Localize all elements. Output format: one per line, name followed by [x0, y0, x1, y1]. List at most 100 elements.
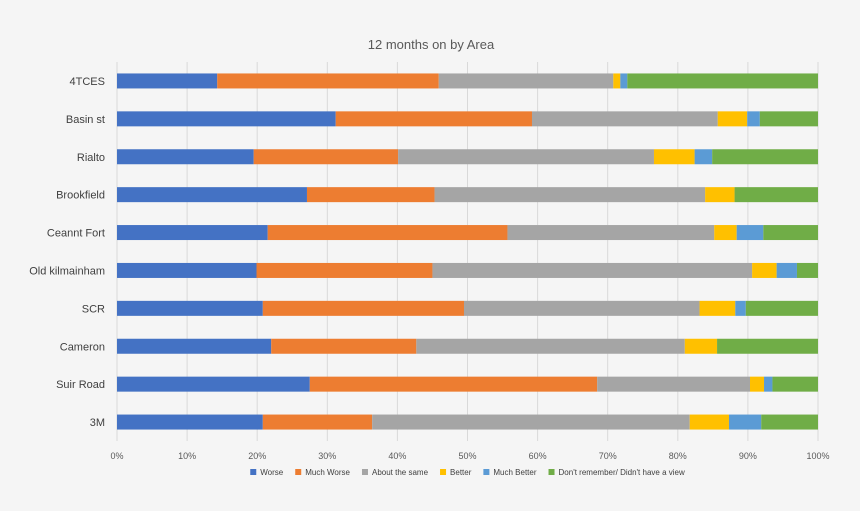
- legend: Worse Much Worse About the same Better Much …: [250, 468, 685, 477]
- x-tick-label: 40%: [388, 451, 406, 461]
- bar-4tces-about-the-same: [438, 73, 614, 89]
- bar-ceannt-fort-much-better: [736, 225, 764, 241]
- category-label: Rialto: [77, 152, 105, 164]
- legend-swatch: [361, 469, 368, 475]
- bar-scr-don-t-remember-didn-t-have-a-view: [745, 300, 818, 316]
- bar-brookfield-much-worse: [306, 187, 435, 203]
- legend-item-much-better: Much Better: [483, 468, 537, 477]
- legend-label: Worse: [260, 468, 284, 477]
- bar-old-kilmainham-worse: [117, 262, 257, 278]
- bar-basin-st-don-t-remember-didn-t-have-a-view: [759, 111, 818, 127]
- x-tick-label: 30%: [318, 451, 336, 461]
- legend-item-much-worse: Much Worse: [295, 468, 351, 477]
- bar-old-kilmainham-about-the-same: [432, 262, 753, 278]
- legend-swatch: [440, 469, 447, 475]
- bar-brookfield-better: [705, 187, 735, 203]
- bar-brookfield-worse: [117, 187, 307, 203]
- legend-swatch: [483, 469, 490, 475]
- bar-rialto-about-the-same: [398, 149, 654, 165]
- x-tick-label: 0%: [110, 451, 123, 461]
- bar-scr-much-worse: [262, 300, 464, 316]
- category-label: SCR: [82, 303, 105, 315]
- bar-rialto-worse: [117, 149, 254, 165]
- bar-rialto-better: [653, 149, 695, 165]
- bar-scr-about-the-same: [463, 300, 700, 316]
- bar-4tces-don-t-remember-didn-t-have-a-view: [627, 73, 818, 89]
- bar-brookfield-don-t-remember-didn-t-have-a-view: [734, 187, 818, 203]
- x-tick-label: 70%: [599, 451, 617, 461]
- bar-old-kilmainham-don-t-remember-didn-t-have-a-view: [796, 262, 818, 278]
- x-tick-labels: 0% 10% 20% 30% 40% 50% 60% 70% 80% 90% 100%: [110, 451, 829, 461]
- x-tick-label: 80%: [669, 451, 687, 461]
- bar-rialto-much-worse: [253, 149, 399, 165]
- bars: [117, 73, 818, 430]
- bar-cameron-much-worse: [271, 338, 417, 354]
- legend-item-about-the-same: About the same: [361, 468, 429, 477]
- bar-3m-don-t-remember-didn-t-have-a-view: [761, 414, 818, 430]
- bar-ceannt-fort-better: [714, 225, 737, 241]
- x-tick-label: 10%: [178, 451, 196, 461]
- bar-3m-better: [689, 414, 729, 430]
- x-tick-label: 50%: [458, 451, 476, 461]
- bar-cameron-don-t-remember-didn-t-have-a-view: [717, 338, 818, 354]
- bar-old-kilmainham-much-better: [776, 262, 797, 278]
- bar-4tces-worse: [117, 73, 218, 89]
- bar-3m-about-the-same: [372, 414, 690, 430]
- bar-rialto-don-t-remember-didn-t-have-a-view: [712, 149, 818, 165]
- bar-scr-much-better: [735, 300, 746, 316]
- legend-item-worse: Worse: [250, 468, 284, 477]
- chart-title: 12 months on by Area: [368, 37, 495, 52]
- x-tick-label: 90%: [739, 451, 757, 461]
- bar-suir-road-about-the-same: [597, 376, 751, 392]
- category-label: Cameron: [60, 341, 105, 353]
- category-label: 3M: [90, 417, 105, 429]
- legend-item-better: Better: [440, 468, 472, 477]
- bar-basin-st-much-worse: [335, 111, 532, 127]
- legend-swatch: [548, 469, 555, 475]
- bar-4tces-much-better: [620, 73, 628, 89]
- bar-suir-road-much-better: [764, 376, 773, 392]
- bar-basin-st-much-better: [747, 111, 760, 127]
- bar-old-kilmainham-much-worse: [256, 262, 433, 278]
- legend-label: Much Worse: [305, 468, 350, 477]
- bar-scr-worse: [117, 300, 263, 316]
- bar-suir-road-better: [750, 376, 765, 392]
- bar-3m-much-worse: [262, 414, 373, 430]
- category-label: Ceannt Fort: [47, 228, 105, 240]
- bar-old-kilmainham-better: [752, 262, 777, 278]
- bar-4tces-much-worse: [217, 73, 439, 89]
- x-tick-label: 100%: [806, 451, 829, 461]
- category-label: Old kilmainham: [29, 265, 105, 277]
- bar-cameron-better: [684, 338, 718, 354]
- bar-suir-road-worse: [117, 376, 310, 392]
- bar-ceannt-fort-much-worse: [267, 225, 508, 241]
- bar-basin-st-about-the-same: [531, 111, 718, 127]
- category-label: Brookfield: [56, 190, 105, 202]
- category-label: 4TCES: [70, 76, 105, 88]
- bar-basin-st-better: [717, 111, 748, 127]
- category-label: Basin st: [66, 114, 105, 126]
- bar-ceannt-fort-about-the-same: [507, 225, 715, 241]
- bar-scr-better: [699, 300, 736, 316]
- bar-ceannt-fort-don-t-remember-didn-t-have-a-view: [763, 225, 818, 241]
- bar-3m-much-better: [728, 414, 762, 430]
- category-label: Suir Road: [56, 379, 105, 391]
- bar-ceannt-fort-worse: [117, 225, 268, 241]
- x-tick-label: 60%: [529, 451, 547, 461]
- bar-4tces-better: [613, 73, 621, 89]
- bar-suir-road-don-t-remember-didn-t-have-a-view: [772, 376, 818, 392]
- bar-basin-st-worse: [117, 111, 336, 127]
- bar-rialto-much-better: [694, 149, 713, 165]
- legend-label: Better: [450, 468, 472, 477]
- legend-swatch: [250, 469, 257, 475]
- legend-item-don-t-remember-didn-t-have-a-view: Don't remember/ Didn't have a view: [548, 468, 685, 477]
- bar-suir-road-much-worse: [309, 376, 598, 392]
- x-tick-label: 20%: [248, 451, 266, 461]
- legend-label: Much Better: [493, 468, 536, 477]
- bar-3m-worse: [117, 414, 263, 430]
- bar-brookfield-about-the-same: [434, 187, 706, 203]
- category-labels: 4TCES Basin st Rialto Brookfield Ceannt Fort…: [29, 76, 105, 429]
- bar-cameron-worse: [117, 338, 272, 354]
- bar-cameron-about-the-same: [416, 338, 685, 354]
